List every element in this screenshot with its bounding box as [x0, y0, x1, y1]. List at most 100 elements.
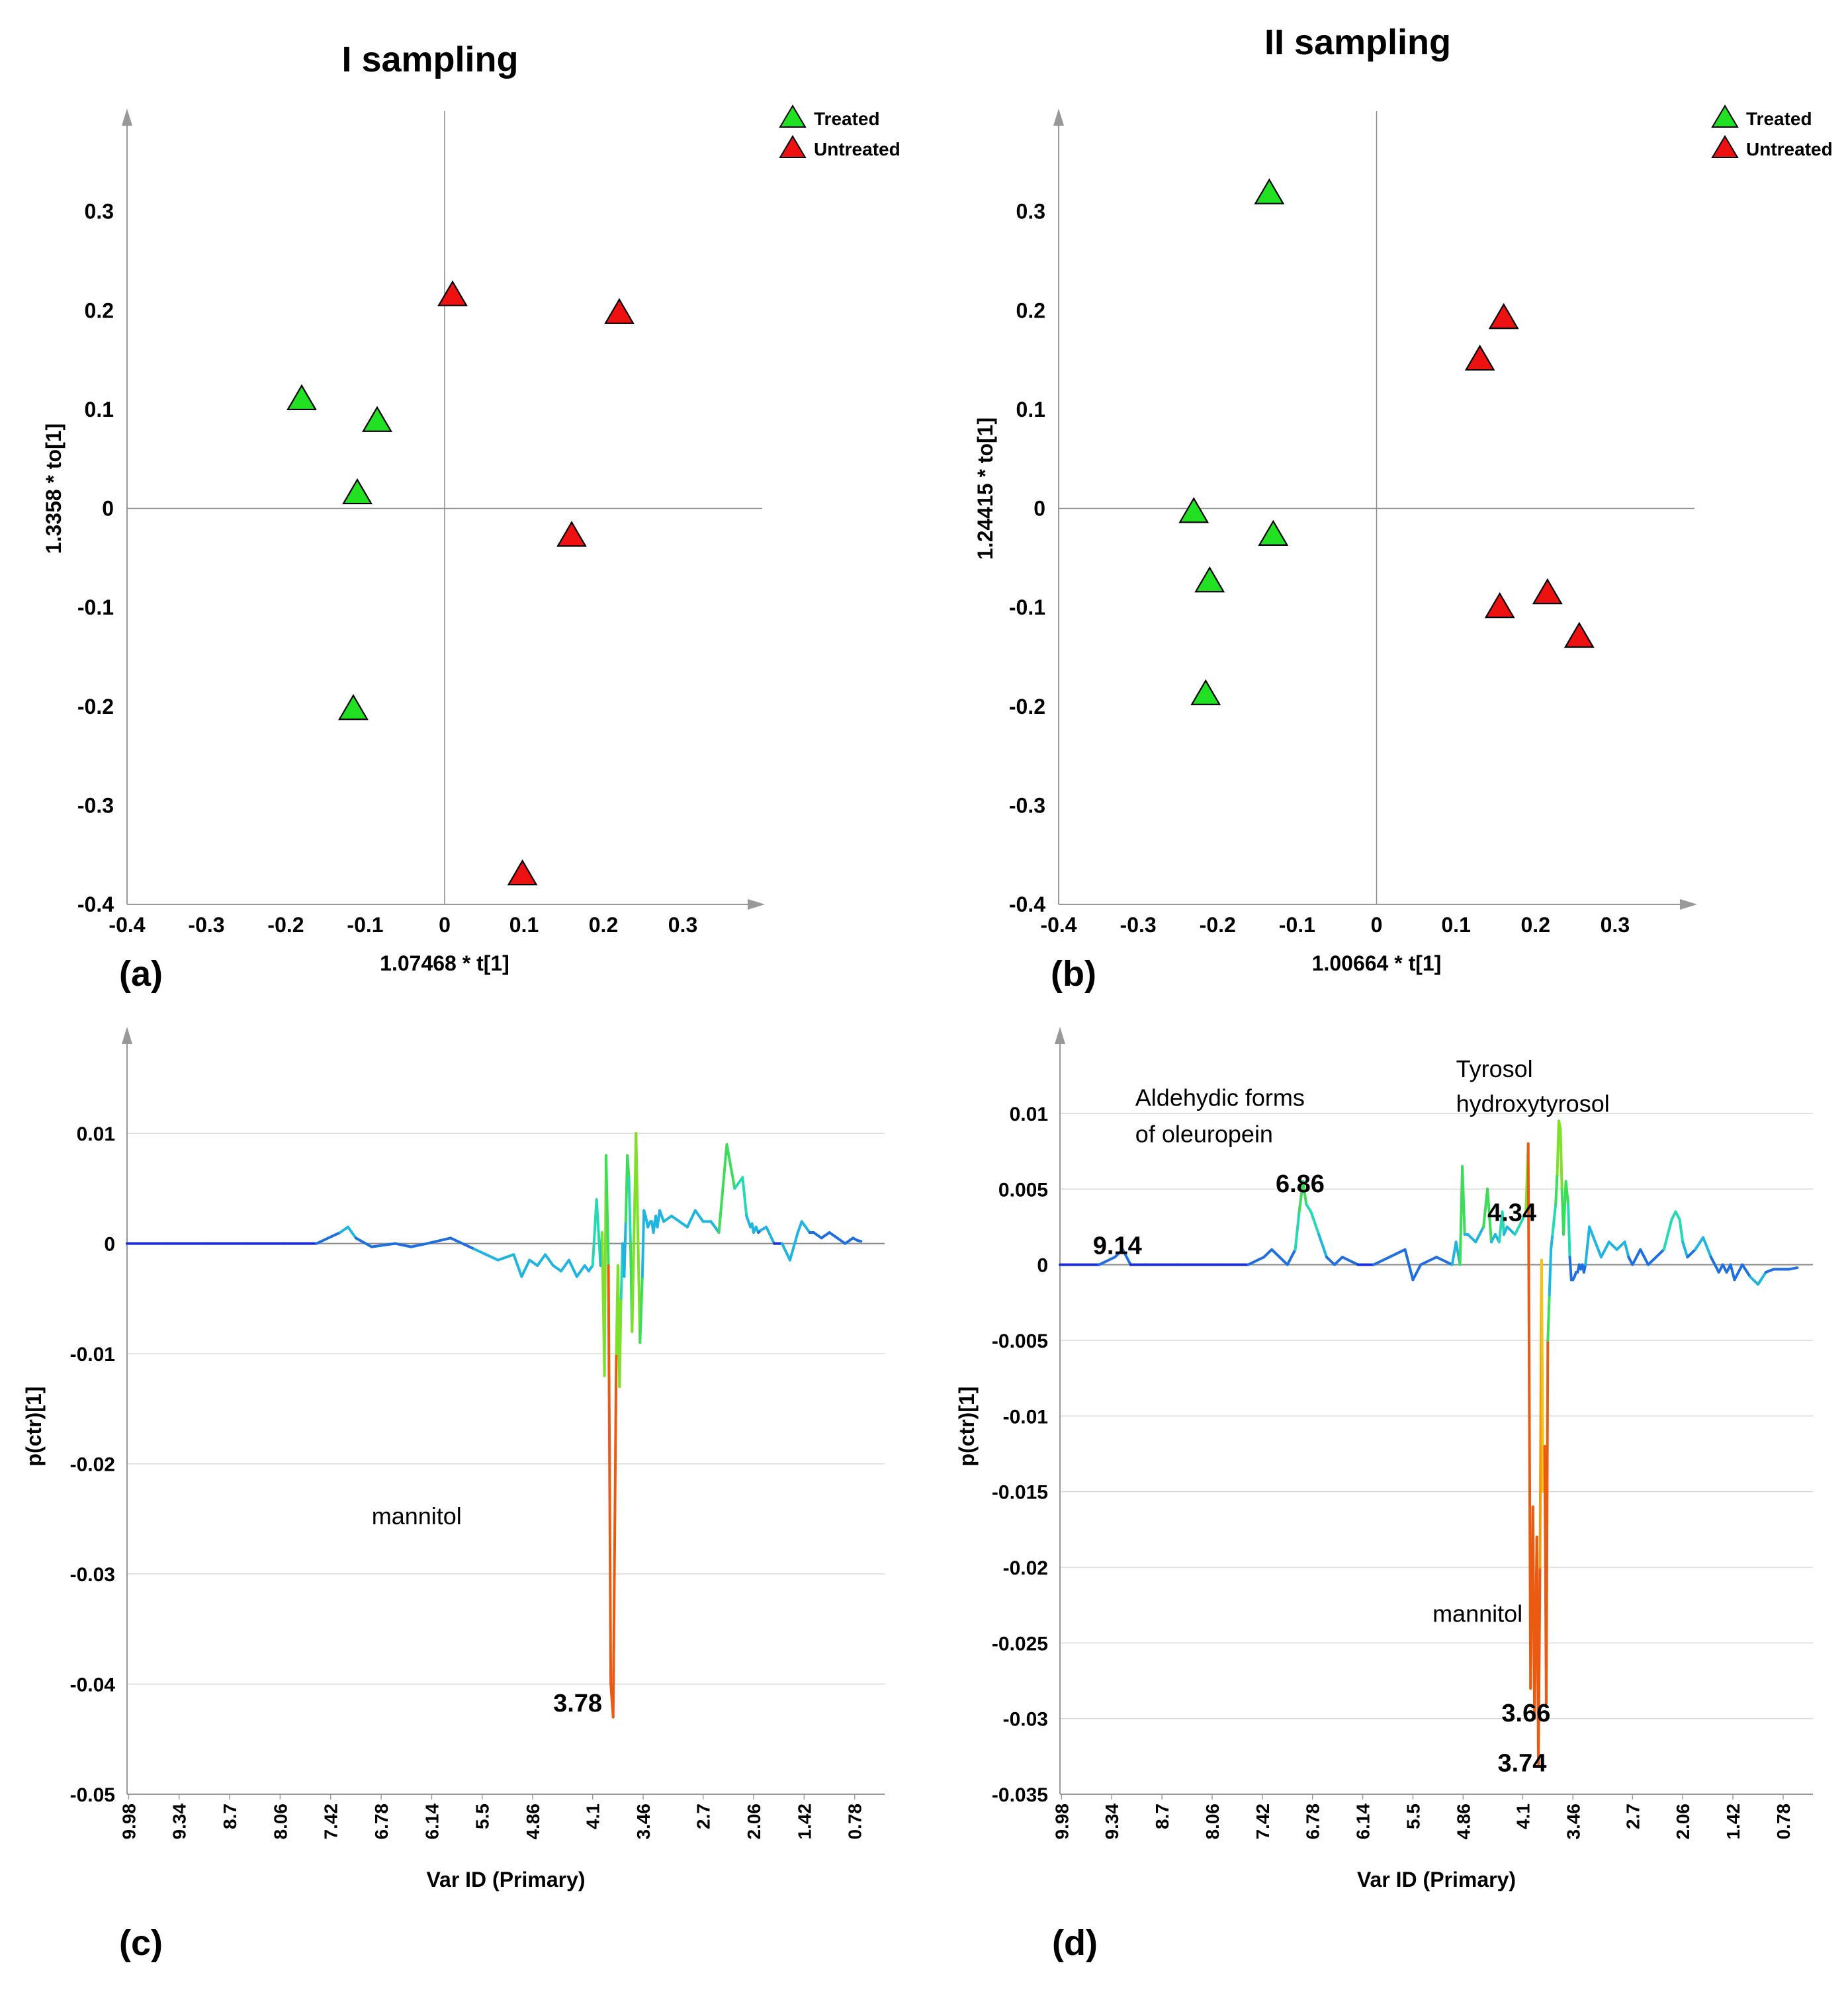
x-tick-label: -0.3 [1120, 913, 1157, 937]
line-segment [1568, 1256, 1573, 1281]
y-tick-label: 0.2 [1016, 298, 1045, 322]
data-point-untreated [1532, 578, 1563, 605]
y-tick-label: -0.04 [70, 1674, 116, 1696]
data-point-treated [286, 384, 317, 411]
x-tick-label: 2.06 [1673, 1803, 1693, 1840]
y-tick-label: 0.3 [85, 200, 114, 224]
line-segment [725, 1143, 736, 1190]
line-segment [1694, 1236, 1705, 1251]
line-segment [544, 1253, 555, 1267]
x-tick-label: 8.06 [1202, 1803, 1223, 1840]
line-segment [1121, 1248, 1132, 1266]
x-tick-label: 5.5 [1403, 1803, 1423, 1829]
annotation-c: mannitol [372, 1502, 462, 1530]
legend-marker-treated-b [1711, 105, 1739, 128]
line-segment [788, 1231, 799, 1262]
line-segment [1709, 1256, 1720, 1274]
data-point-treated [1178, 497, 1210, 523]
x-tick-label: 3.46 [633, 1803, 654, 1840]
loading-line-c [126, 1132, 863, 1719]
line-segment [1615, 1240, 1626, 1251]
annotation-c: 3.78 [553, 1690, 602, 1717]
line-segment [685, 1209, 697, 1229]
line-segment [780, 1242, 791, 1262]
x-tick-label: -0.4 [109, 913, 145, 937]
chart-title-b: II sampling [1264, 22, 1451, 62]
data-point-untreated [556, 521, 587, 547]
x-tick-label: 1.42 [794, 1803, 814, 1840]
line-segment [844, 1237, 855, 1245]
y-tick-label: -0.05 [70, 1784, 115, 1806]
x-tick-label: 2.7 [693, 1803, 714, 1829]
x-tick-label: 0.3 [1601, 913, 1630, 937]
x-tick-label: 8.06 [270, 1803, 290, 1840]
y-tick-label: -0.02 [70, 1454, 115, 1476]
line-segment [1262, 1248, 1274, 1259]
y-tick-label: -0.4 [1009, 892, 1045, 916]
x-tick-label: 6.14 [1353, 1803, 1374, 1840]
line-segment [678, 1220, 689, 1229]
line-segment [717, 1143, 728, 1234]
line-segment [1278, 1256, 1289, 1266]
line-segment [1301, 1180, 1308, 1206]
x-tick-label: 2.06 [744, 1803, 764, 1840]
line-segment [812, 1231, 823, 1240]
panel-label-d: (d) [1052, 1923, 1098, 1963]
legend-label-untreated-a: Untreated [814, 139, 901, 159]
line-segment [1474, 1225, 1485, 1244]
x-tick-label: 6.78 [371, 1803, 392, 1840]
annotation-d: 6.86 [1276, 1170, 1325, 1198]
x-tick-label: 9.98 [118, 1803, 139, 1840]
line-segment [1098, 1256, 1116, 1266]
line-segment [638, 1275, 644, 1344]
line-segment [1403, 1248, 1415, 1281]
line-segment [1540, 1258, 1545, 1493]
x-tick-label: 0.1 [1441, 913, 1470, 937]
data-point-treated [1190, 679, 1221, 705]
line-segment [741, 1176, 748, 1218]
x-tick-label: -0.1 [1279, 913, 1315, 937]
y-tick-label: 0 [1037, 1255, 1048, 1277]
line-segment [658, 1209, 666, 1223]
annotation-d: 9.14 [1093, 1233, 1142, 1260]
y-tick-label: -0.015 [992, 1482, 1048, 1504]
x-axis-label-a: 1.07468 * t[1] [380, 951, 509, 975]
line-segment [618, 1297, 623, 1389]
data-point-treated [342, 478, 373, 505]
data-point-untreated [1488, 303, 1519, 329]
y-tick-label: 0.005 [998, 1179, 1048, 1201]
line-segment [1764, 1268, 1775, 1274]
y-tick-label: -0.02 [1003, 1557, 1048, 1579]
y-tick-label: -0.1 [1009, 595, 1045, 619]
x-tick-label: 0.2 [589, 913, 618, 937]
x-tick-label: 0.3 [668, 913, 697, 937]
line-segment [1286, 1248, 1297, 1266]
y-tick-label: -0.3 [1009, 793, 1045, 817]
line-segment [394, 1242, 413, 1248]
line-segment [765, 1225, 776, 1245]
line-segment [1733, 1263, 1744, 1281]
x-tick-label: 0.2 [1521, 913, 1550, 937]
annotation-d: Tyrosol [1456, 1055, 1533, 1082]
line-segment [626, 1154, 631, 1179]
line-segment [1294, 1210, 1301, 1251]
line-segment [856, 1238, 863, 1243]
line-segment [425, 1237, 453, 1245]
legend-label-treated-a: Treated [814, 108, 880, 129]
x-tick-label: 9.34 [169, 1803, 190, 1840]
line-segment [559, 1258, 570, 1273]
x-tick-label: 6.78 [1303, 1803, 1323, 1840]
y-axis-arrow-d [1055, 1027, 1065, 1044]
y-tick-label: 0.3 [1016, 200, 1045, 224]
data-point-untreated [1563, 621, 1595, 648]
line-segment [1466, 1233, 1477, 1244]
x-tick-label: 2.7 [1622, 1803, 1643, 1829]
line-segment [1554, 1172, 1559, 1206]
line-segment [1544, 1338, 1550, 1705]
line-segment [796, 1220, 803, 1234]
line-segment [410, 1242, 429, 1248]
line-segment [670, 1215, 681, 1223]
line-segment [1317, 1233, 1329, 1259]
line-segment [1505, 1225, 1517, 1236]
